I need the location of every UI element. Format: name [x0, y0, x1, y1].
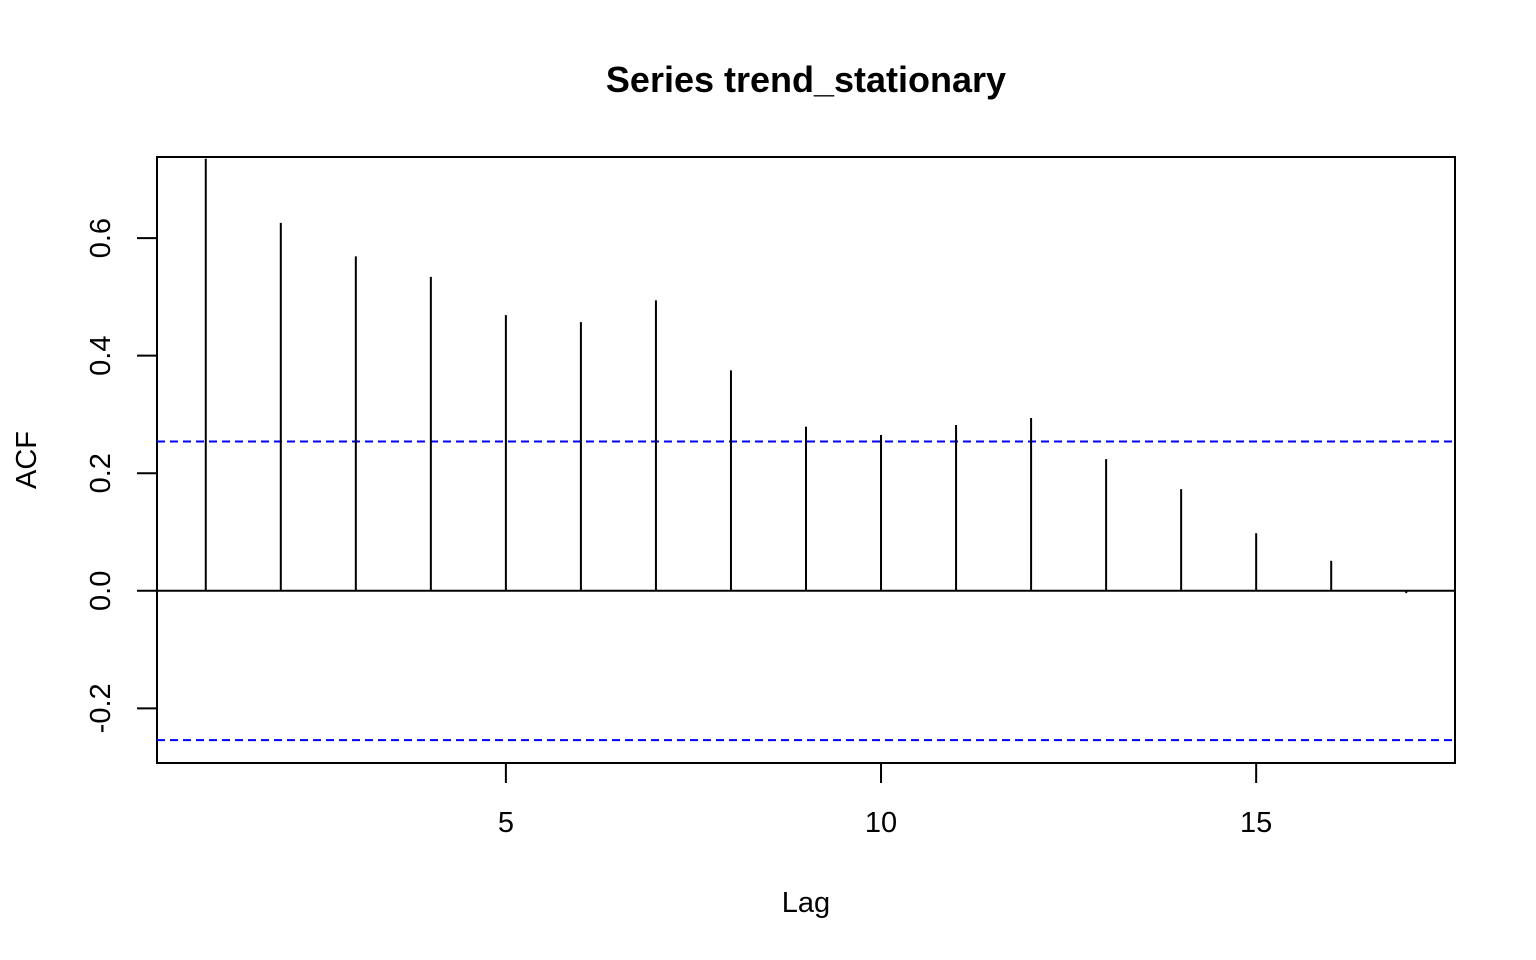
chart-title: Series trend_stationary — [606, 59, 1006, 100]
chart-marks: 5 10 15 -0.2 0.0 0.2 0.4 0.6 — [85, 158, 1455, 839]
x-tick-label-5: 5 — [498, 807, 514, 839]
y-tick-label-2: 0.2 — [85, 453, 117, 493]
x-axis-label: Lag — [782, 887, 830, 919]
x-tick-label-10: 10 — [865, 807, 897, 839]
plot-frame — [156, 156, 1456, 764]
y-axis-label: ACF — [11, 431, 43, 489]
y-tick-label-4: 0.6 — [85, 218, 117, 258]
y-tick-label-3: 0.4 — [85, 336, 117, 376]
x-tick-label-15: 15 — [1240, 807, 1272, 839]
y-tick-label-1: 0.0 — [85, 571, 117, 611]
y-tick-label-0: -0.2 — [85, 683, 117, 733]
